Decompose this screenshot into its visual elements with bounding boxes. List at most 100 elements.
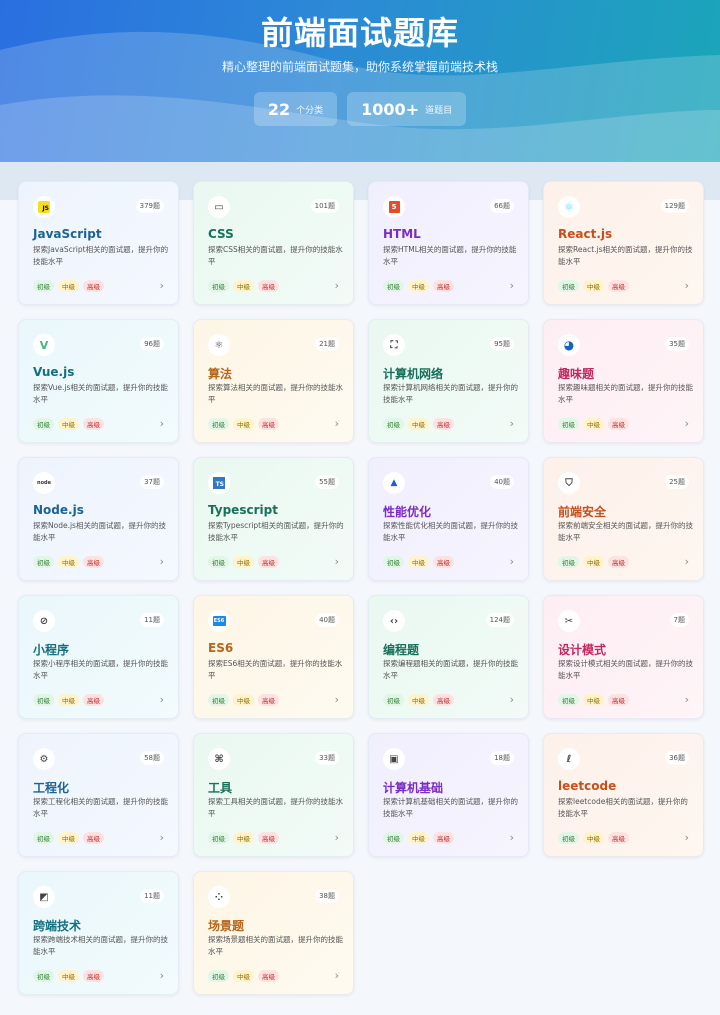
chevron-right-icon[interactable]: › bbox=[334, 555, 339, 568]
category-description: 探索JavaScript相关的面试题，提升你的技能水平 bbox=[33, 245, 169, 266]
question-count-badge: 40题 bbox=[315, 613, 339, 627]
chevron-right-icon[interactable]: › bbox=[684, 555, 689, 568]
chevron-right-icon[interactable]: › bbox=[509, 279, 514, 292]
question-count-badge: 25题 bbox=[665, 475, 689, 489]
tag-easy: 初级 bbox=[558, 418, 579, 430]
category-card[interactable]: ✂ 7题 设计模式 探索设计模式相关的面试题，提升你的技能水平 初级 中级 高级… bbox=[543, 595, 704, 719]
question-count-badge: 96题 bbox=[140, 337, 164, 351]
category-description: 探索工具相关的面试题，提升你的技能水平 bbox=[208, 797, 343, 818]
category-description: 探索Vue.js相关的面试题，提升你的技能水平 bbox=[33, 383, 168, 404]
category-card[interactable]: ⁘ 38题 场景题 探索场景题相关的面试题，提升你的技能水平 初级 中级 高级 … bbox=[193, 871, 354, 995]
chevron-right-icon[interactable]: › bbox=[334, 831, 339, 844]
chevron-right-icon[interactable]: › bbox=[159, 417, 164, 430]
level-tags: 初级 中级 高级 bbox=[383, 280, 454, 292]
tag-mid: 中级 bbox=[233, 280, 254, 292]
chevron-right-icon[interactable]: › bbox=[334, 417, 339, 430]
category-description: 探索小程序相关的面试题，提升你的技能水平 bbox=[33, 659, 168, 680]
category-description: 探索工程化相关的面试题，提升你的技能水平 bbox=[33, 797, 168, 818]
category-card[interactable]: ▲ 40题 性能优化 探索性能优化相关的面试题，提升你的技能水平 初级 中级 高… bbox=[368, 457, 529, 581]
tag-mid: 中级 bbox=[583, 832, 604, 844]
stat-number: 1000+ bbox=[361, 99, 420, 119]
category-card[interactable]: ⚙ 58题 工程化 探索工程化相关的面试题，提升你的技能水平 初级 中级 高级 … bbox=[18, 733, 179, 857]
question-count-badge: 55题 bbox=[315, 475, 339, 489]
category-description: 探索场景题相关的面试题，提升你的技能水平 bbox=[208, 935, 343, 956]
tag-easy: 初级 bbox=[558, 280, 579, 292]
level-tags: 初级 中级 高级 bbox=[383, 832, 454, 844]
chevron-right-icon[interactable]: › bbox=[159, 279, 164, 292]
chevron-right-icon[interactable]: › bbox=[684, 279, 689, 292]
category-card[interactable]: ▭ 101题 CSS 探索CSS相关的面试题，提升你的技能水平 初级 中级 高级… bbox=[193, 181, 354, 305]
category-card[interactable]: ◩ 11题 跨端技术 探索跨端技术相关的面试题，提升你的技能水平 初级 中级 高… bbox=[18, 871, 179, 995]
category-title: HTML bbox=[383, 227, 421, 241]
chevron-right-icon[interactable]: › bbox=[334, 279, 339, 292]
category-card[interactable]: ⚛ 21题 算法 探索算法相关的面试题，提升你的技能水平 初级 中级 高级 › bbox=[193, 319, 354, 443]
level-tags: 初级 中级 高级 bbox=[33, 694, 104, 706]
tag-easy: 初级 bbox=[208, 556, 229, 568]
category-card[interactable]: 5 66题 HTML 探索HTML相关的面试题，提升你的技能水平 初级 中级 高… bbox=[368, 181, 529, 305]
tag-mid: 中级 bbox=[408, 418, 429, 430]
tag-hard: 高级 bbox=[258, 280, 279, 292]
tag-easy: 初级 bbox=[383, 556, 404, 568]
category-card[interactable]: ES6 40题 ES6 探索ES6相关的面试题，提升你的技能水平 初级 中级 高… bbox=[193, 595, 354, 719]
category-card[interactable]: ▣ 18题 计算机基础 探索计算机基础相关的面试题，提升你的技能水平 初级 中级… bbox=[368, 733, 529, 857]
category-card[interactable]: ℓ 36题 leetcode 探索leetcode相关的面试题，提升你的技能水平… bbox=[543, 733, 704, 857]
tag-easy: 初级 bbox=[33, 694, 54, 706]
chevron-right-icon[interactable]: › bbox=[509, 831, 514, 844]
chevron-right-icon[interactable]: › bbox=[684, 831, 689, 844]
chevron-right-icon[interactable]: › bbox=[509, 693, 514, 706]
category-card[interactable]: ⚛ 129题 React.js 探索React.js相关的面试题，提升你的技能水… bbox=[543, 181, 704, 305]
tag-easy: 初级 bbox=[383, 694, 404, 706]
tag-mid: 中级 bbox=[408, 694, 429, 706]
tag-mid: 中级 bbox=[408, 832, 429, 844]
category-card[interactable]: ⊘ 11题 小程序 探索小程序相关的面试题，提升你的技能水平 初级 中级 高级 … bbox=[18, 595, 179, 719]
page-title: 前端面试题库 bbox=[260, 14, 459, 52]
tag-easy: 初级 bbox=[33, 280, 54, 292]
tag-hard: 高级 bbox=[258, 556, 279, 568]
chevron-right-icon[interactable]: › bbox=[159, 969, 164, 982]
level-tags: 初级 中级 高级 bbox=[558, 280, 629, 292]
chevron-right-icon[interactable]: › bbox=[334, 969, 339, 982]
chevron-right-icon[interactable]: › bbox=[159, 831, 164, 844]
level-tags: 初级 中级 高级 bbox=[208, 832, 279, 844]
tag-mid: 中级 bbox=[583, 418, 604, 430]
chevron-right-icon[interactable]: › bbox=[159, 555, 164, 568]
grid-icon: ⁘ bbox=[208, 886, 230, 908]
category-title: 计算机基础 bbox=[383, 781, 444, 795]
tag-mid: 中级 bbox=[58, 970, 79, 982]
category-title: leetcode bbox=[558, 779, 617, 793]
tag-easy: 初级 bbox=[383, 418, 404, 430]
chevron-right-icon[interactable]: › bbox=[509, 555, 514, 568]
category-card[interactable]: V 96题 Vue.js 探索Vue.js相关的面试题，提升你的技能水平 初级 … bbox=[18, 319, 179, 443]
question-count-badge: 35题 bbox=[665, 337, 689, 351]
tag-easy: 初级 bbox=[208, 970, 229, 982]
tag-hard: 高级 bbox=[608, 418, 629, 430]
chevron-right-icon[interactable]: › bbox=[334, 693, 339, 706]
leetcode-icon: ℓ bbox=[558, 748, 580, 770]
chevron-right-icon[interactable]: › bbox=[684, 693, 689, 706]
category-card[interactable]: JS 379题 JavaScript 探索JavaScript相关的面试题，提升… bbox=[18, 181, 179, 305]
category-card[interactable]: ⌘ 33题 工具 探索工具相关的面试题，提升你的技能水平 初级 中级 高级 › bbox=[193, 733, 354, 857]
category-title: 小程序 bbox=[33, 643, 70, 657]
category-title: 性能优化 bbox=[383, 505, 432, 519]
tag-easy: 初级 bbox=[558, 556, 579, 568]
question-count-badge: 66题 bbox=[490, 199, 514, 213]
css-icon: ▭ bbox=[208, 196, 230, 218]
question-count-badge: 33题 bbox=[315, 751, 339, 765]
chevron-right-icon[interactable]: › bbox=[159, 693, 164, 706]
level-tags: 初级 中级 高级 bbox=[33, 280, 104, 292]
category-card[interactable]: ‹› 124题 编程题 探索编程题相关的面试题，提升你的技能水平 初级 中级 高… bbox=[368, 595, 529, 719]
category-grid: JS 379题 JavaScript 探索JavaScript相关的面试题，提升… bbox=[18, 181, 704, 995]
category-card[interactable]: node 37题 Node.js 探索Node.js相关的面试题，提升你的技能水… bbox=[18, 457, 179, 581]
tag-easy: 初级 bbox=[33, 832, 54, 844]
category-card[interactable]: TS 55题 Typescript 探索Typescript相关的面试题，提升你… bbox=[193, 457, 354, 581]
tag-hard: 高级 bbox=[83, 280, 104, 292]
level-tags: 初级 中级 高级 bbox=[33, 832, 104, 844]
chevron-right-icon[interactable]: › bbox=[684, 417, 689, 430]
tag-hard: 高级 bbox=[83, 694, 104, 706]
category-card[interactable]: ⛶ 95题 计算机网络 探索计算机网络相关的面试题，提升你的技能水平 初级 中级… bbox=[368, 319, 529, 443]
react-icon: ⚛ bbox=[558, 196, 580, 218]
category-card[interactable]: ⛉ 25题 前端安全 探索前端安全相关的面试题，提升你的技能水平 初级 中级 高… bbox=[543, 457, 704, 581]
pacman-icon: ◕ bbox=[558, 334, 580, 356]
chevron-right-icon[interactable]: › bbox=[509, 417, 514, 430]
category-card[interactable]: ◕ 35题 趣味题 探索趣味题相关的面试题，提升你的技能水平 初级 中级 高级 … bbox=[543, 319, 704, 443]
